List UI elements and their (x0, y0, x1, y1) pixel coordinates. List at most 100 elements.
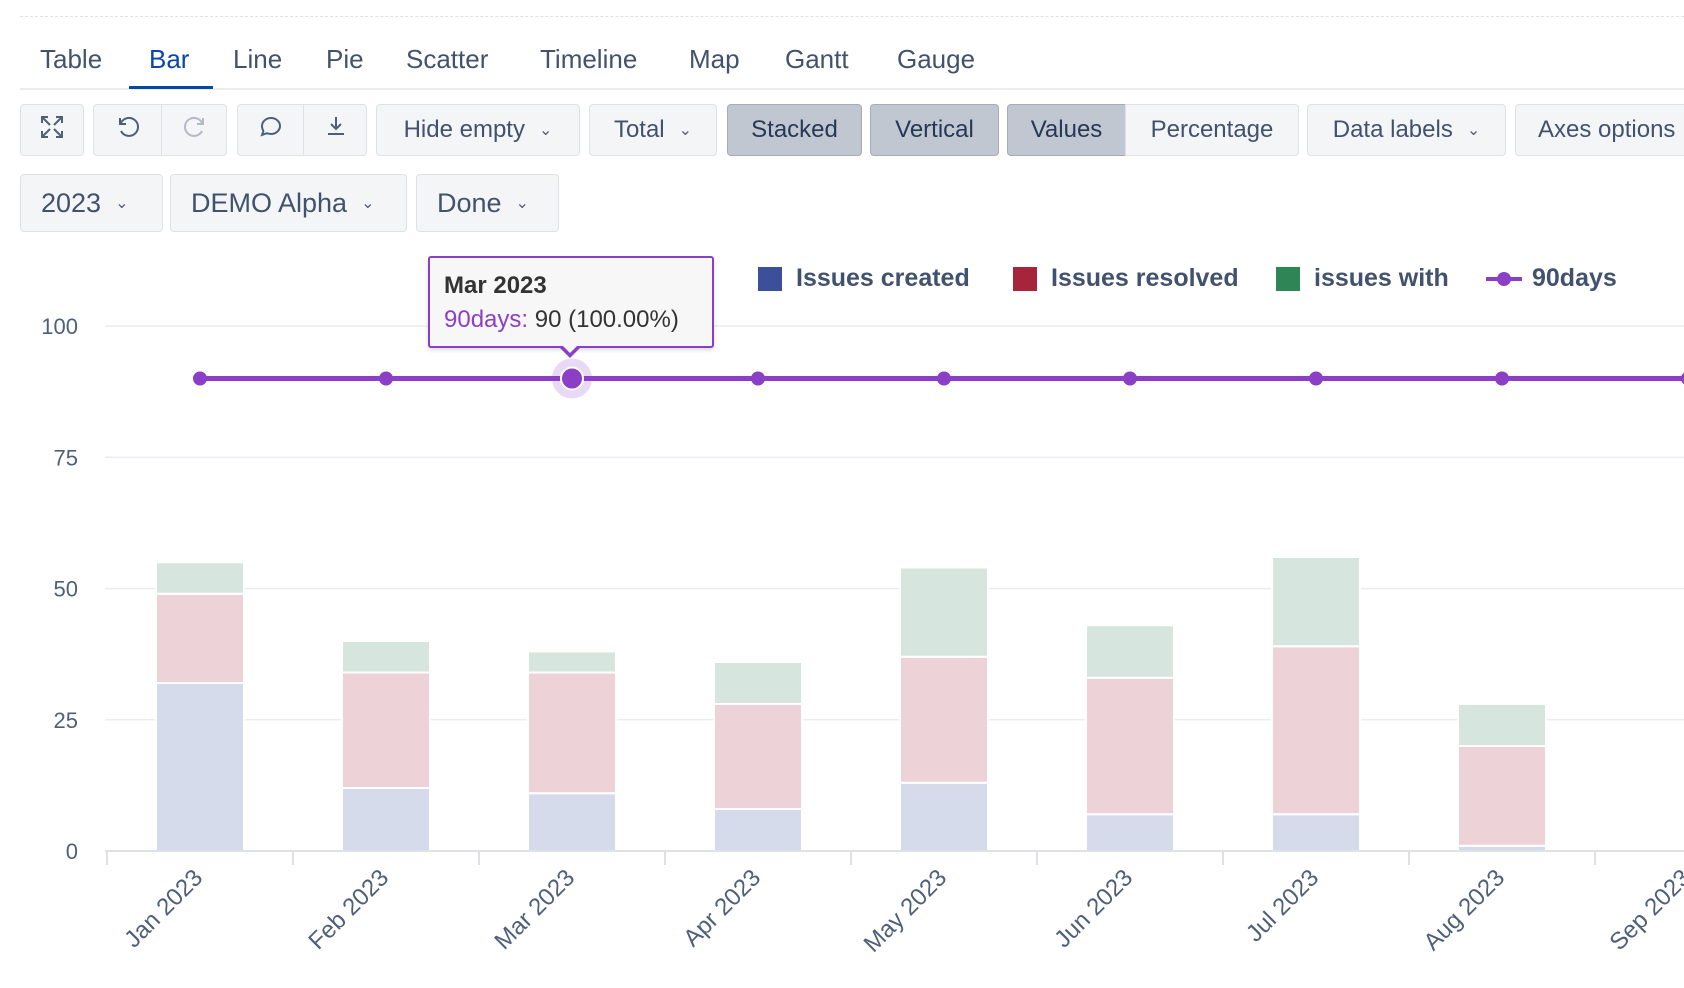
chart-tooltip: Mar 2023 90days: 90 (100.00%) (428, 256, 714, 348)
comment-icon (258, 114, 284, 147)
x-tick-label: Sep 2023 (1604, 864, 1684, 956)
project-filter-dropdown[interactable]: DEMO Alpha ⌄ (170, 174, 407, 232)
data-labels-dropdown[interactable]: Data labels ⌄ (1307, 104, 1506, 156)
year-filter-value: 2023 (41, 187, 102, 218)
expand-icon (39, 114, 65, 147)
line-point (937, 371, 951, 386)
tab-bar[interactable]: Bar (149, 44, 190, 74)
hide-empty-dropdown[interactable]: Hide empty ⌄ (376, 104, 580, 156)
x-tick-label: Aug 2023 (1418, 864, 1510, 956)
highlighted-point (560, 366, 584, 391)
legend-label: Issues created (796, 264, 970, 292)
bar-issues-resolved (1085, 676, 1175, 816)
stacked-label: Stacked (751, 116, 838, 143)
tab-pie[interactable]: Pie (326, 44, 364, 74)
tooltip-title: Mar 2023 (444, 272, 547, 299)
tab-scatter[interactable]: Scatter (406, 44, 489, 74)
bar-issues-resolved (899, 655, 989, 784)
download-button[interactable] (303, 105, 368, 155)
stacked-toggle[interactable]: Stacked (727, 104, 862, 156)
y-tick-label: 0 (66, 839, 78, 864)
top-divider (20, 16, 1684, 17)
x-tick-label: Jul 2023 (1241, 864, 1324, 947)
chevron-down-icon: ⌄ (678, 122, 693, 139)
chevron-down-icon: ⌄ (515, 195, 529, 212)
x-tick-label: Apr 2023 (678, 864, 766, 952)
bar-issues-resolved (1271, 645, 1361, 816)
vertical-toggle[interactable]: Vertical (870, 104, 999, 156)
tooltip-arrow-fill (561, 344, 579, 353)
bar-issues-with (527, 650, 617, 674)
hide-empty-label: Hide empty (403, 116, 525, 143)
tooltip-line: 90days: 90 (100.00%) (444, 306, 698, 334)
redo-button[interactable] (161, 105, 228, 155)
percentage-toggle[interactable]: Percentage (1125, 104, 1299, 156)
bar-issues-created (713, 808, 803, 852)
bar-issues-resolved (1457, 745, 1547, 847)
share-button-group (237, 104, 367, 156)
group-divider (303, 105, 304, 155)
bar-issues-created (1271, 813, 1361, 852)
bar-issues-resolved (341, 671, 431, 789)
tab-line[interactable]: Line (233, 44, 283, 74)
x-tick-label: Jun 2023 (1049, 864, 1138, 953)
axes-options-dropdown[interactable]: Axes options (1515, 104, 1684, 156)
tab-timeline[interactable]: Timeline (540, 44, 638, 74)
tab-gauge[interactable]: Gauge (897, 44, 976, 74)
chart-bars (155, 556, 1547, 852)
x-tick-label: Jan 2023 (119, 864, 208, 953)
legend-swatch (1276, 266, 1300, 291)
legend-item-90days[interactable]: 90days (1486, 264, 1617, 293)
line-point (193, 371, 207, 386)
chevron-down-icon: ⌄ (1466, 122, 1481, 139)
tab-table[interactable]: Table (40, 44, 103, 74)
line-point (1309, 371, 1323, 386)
legend-label: Issues resolved (1051, 264, 1239, 292)
status-filter-dropdown[interactable]: Done ⌄ (416, 174, 559, 232)
legend-item-issues-with[interactable]: issues with (1276, 264, 1449, 293)
bar-issues-created (155, 682, 245, 852)
total-dropdown[interactable]: Total ⌄ (589, 104, 717, 156)
comment-button[interactable] (238, 105, 303, 155)
tooltip-value: 90 (100.00%) (534, 306, 679, 333)
vertical-label: Vertical (895, 116, 974, 143)
legend-swatch (1013, 266, 1037, 291)
y-axis-ticks: 0 25 50 75 100 (41, 314, 78, 864)
legend-line-marker (1486, 271, 1522, 286)
line-point (1123, 371, 1137, 386)
line-series-90days (193, 358, 1684, 399)
group-divider (161, 105, 162, 155)
data-labels-label: Data labels (1332, 116, 1453, 143)
project-filter-value: DEMO Alpha (191, 187, 348, 218)
tooltip-series-name: 90days: (444, 306, 529, 333)
legend-item-issues-resolved[interactable]: Issues resolved (1013, 264, 1239, 293)
chart-type-tabs: Table Bar Line Pie Scatter Timeline Map … (20, 36, 1684, 90)
values-toggle[interactable]: Values (1007, 104, 1126, 156)
bar-issues-resolved (527, 671, 617, 795)
bar-issues-with (1271, 556, 1361, 648)
bar-issues-resolved (713, 703, 803, 810)
fullscreen-button[interactable] (20, 104, 84, 156)
legend-label: 90days (1532, 264, 1617, 292)
undo-button[interactable] (94, 105, 161, 155)
x-tick-label: May 2023 (859, 864, 953, 958)
stacked-bar-chart: 0 25 50 75 100 Jan 2023 Feb 2023 Mar 2023 Apr 2… (41, 314, 1684, 958)
y-tick-label: 100 (41, 314, 78, 339)
bar-issues-with (899, 566, 989, 658)
history-button-group (93, 104, 227, 156)
legend-item-issues-created[interactable]: Issues created (758, 264, 970, 293)
line-point (751, 371, 765, 386)
active-tab-indicator (129, 86, 213, 89)
tab-gantt[interactable]: Gantt (785, 44, 849, 74)
tab-map[interactable]: Map (689, 44, 740, 74)
x-axis: Jan 2023 Feb 2023 Mar 2023 Apr 2023 May 2023… (105, 850, 1684, 958)
x-tick-label: Mar 2023 (489, 864, 580, 955)
bar-issues-created (341, 787, 431, 852)
year-filter-dropdown[interactable]: 2023 ⌄ (20, 174, 163, 232)
bar-issues-created (899, 781, 989, 852)
y-tick-label: 50 (54, 577, 78, 602)
axes-options-label: Axes options (1538, 116, 1676, 143)
legend-label: issues with (1314, 264, 1449, 292)
chevron-down-icon: ⌄ (115, 195, 129, 212)
x-tick-label: Feb 2023 (303, 864, 394, 955)
